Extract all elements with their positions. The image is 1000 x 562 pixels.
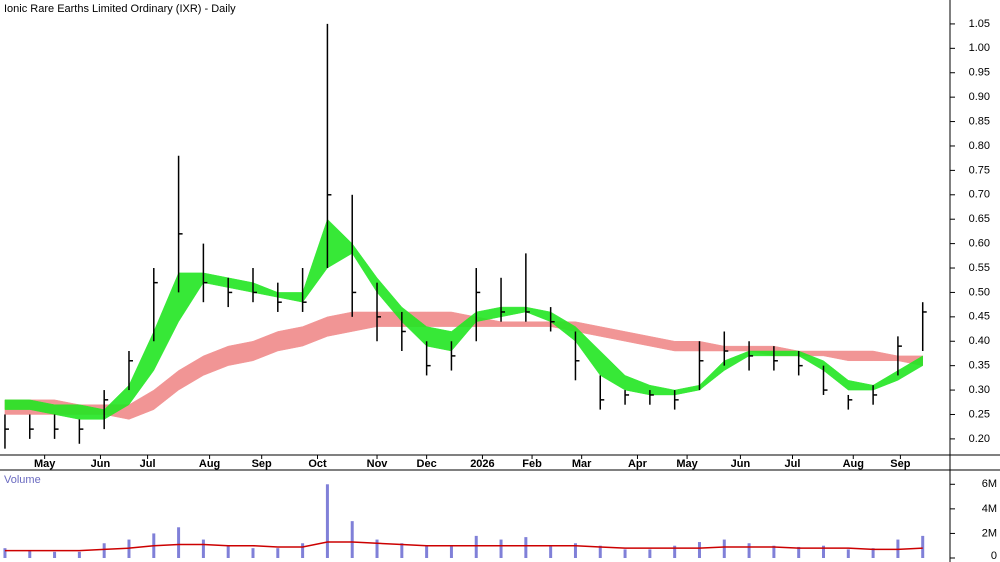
y-tick-label: 0.45 <box>969 311 990 323</box>
y-tick-label: 0.40 <box>969 335 990 347</box>
x-tick-label: Jun <box>91 458 111 470</box>
volume-bar <box>251 548 255 558</box>
volume-bar <box>201 539 205 558</box>
volume-bar <box>921 535 925 558</box>
y-tick-label: 0.65 <box>969 213 990 225</box>
volume-bar <box>474 535 478 558</box>
y-tick-label: 0.95 <box>969 67 990 79</box>
volume-bar <box>499 539 503 558</box>
volume-bar <box>524 537 528 558</box>
x-tick-label: Nov <box>367 458 389 470</box>
volume-bar <box>301 543 305 558</box>
volume-bar <box>375 539 379 558</box>
x-tick-label: Jul <box>785 458 801 470</box>
y-tick-label: 0.80 <box>969 140 990 152</box>
y-tick-label: 0 <box>991 550 997 562</box>
volume-bar <box>549 545 553 558</box>
x-tick-label: Jun <box>731 458 751 470</box>
volume-bar <box>673 545 677 558</box>
volume-bar <box>747 543 751 558</box>
y-tick-label: 0.55 <box>969 262 990 274</box>
volume-bar <box>350 521 354 558</box>
y-tick-label: 0.60 <box>969 238 990 250</box>
volume-bar <box>772 545 776 558</box>
volume-bar <box>846 549 850 558</box>
volume-bar <box>177 527 181 558</box>
y-tick-label: 0.75 <box>969 164 990 176</box>
x-tick-label: Feb <box>522 458 542 470</box>
y-tick-label: 0.50 <box>969 286 990 298</box>
volume-bar <box>53 551 57 558</box>
y-tick-label: 0.85 <box>969 115 990 127</box>
volume-bar <box>3 548 7 558</box>
x-tick-label: Oct <box>308 458 327 470</box>
x-tick-label: May <box>34 458 56 470</box>
y-tick-label: 4M <box>982 503 997 515</box>
y-tick-label: 0.25 <box>969 408 990 420</box>
x-tick-label: May <box>676 458 698 470</box>
volume-bar <box>276 548 280 558</box>
volume-bar <box>598 545 602 558</box>
volume-bar <box>400 543 404 558</box>
x-tick-label: Sep <box>252 458 272 470</box>
x-tick-label: Aug <box>199 458 220 470</box>
volume-bar <box>871 548 875 558</box>
x-tick-label: Aug <box>843 458 864 470</box>
y-tick-label: 1.05 <box>969 18 990 30</box>
y-tick-label: 0.20 <box>969 433 990 445</box>
volume-bar <box>77 551 81 558</box>
x-tick-label: Sep <box>890 458 910 470</box>
volume-ma-line <box>4 541 923 552</box>
chart-title: Ionic Rare Earths Limited Ordinary (IXR)… <box>4 3 236 15</box>
x-tick-label: 2026 <box>470 458 494 470</box>
volume-bar <box>821 545 825 558</box>
volume-title: Volume <box>4 474 41 486</box>
volume-bar <box>697 542 701 558</box>
ribbon <box>4 218 923 420</box>
volume-bar <box>449 545 453 558</box>
volume-bar <box>648 549 652 558</box>
y-tick-label: 0.70 <box>969 189 990 201</box>
x-tick-label: Mar <box>572 458 592 470</box>
volume-bar <box>102 543 106 558</box>
y-tick-label: 1.00 <box>969 42 990 54</box>
volume-bar <box>28 550 32 558</box>
x-tick-label: Jul <box>140 458 156 470</box>
x-tick-label: Apr <box>628 458 648 470</box>
volume-bar <box>573 543 577 558</box>
y-tick-label: 2M <box>982 527 997 539</box>
volume-bar <box>797 546 801 558</box>
volume-bar <box>623 549 627 558</box>
y-tick-label: 0.30 <box>969 384 990 396</box>
y-tick-label: 6M <box>982 478 997 490</box>
volume-bar <box>425 545 429 558</box>
volume-bar <box>325 484 329 558</box>
x-tick-label: Dec <box>417 458 437 470</box>
y-tick-label: 0.35 <box>969 360 990 372</box>
volume-bar <box>226 545 230 558</box>
volume-bar <box>722 539 726 558</box>
y-tick-label: 0.90 <box>969 91 990 103</box>
